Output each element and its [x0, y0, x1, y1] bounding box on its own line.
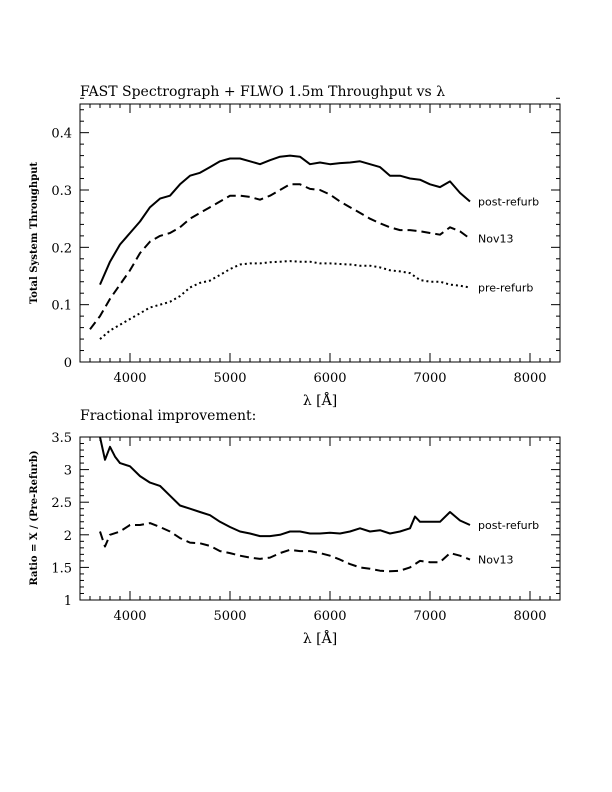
bottom-y-tick-label: 1	[64, 594, 72, 609]
top-series-line-post-refurb	[99, 154, 471, 286]
top-series-line-pre-refurb	[99, 260, 471, 340]
bottom-x-axis-label: λ [Å]	[303, 629, 337, 647]
bottom-y-tick-label: 2.5	[51, 496, 72, 511]
bottom-x-tick-label: 6000	[313, 609, 346, 624]
bottom-series-label: post-refurb	[478, 519, 539, 532]
bottom-y-tick-label: 1.5	[51, 561, 72, 576]
top-x-tick-label: 4000	[113, 371, 146, 386]
top-x-tick-label: 7000	[413, 371, 446, 386]
bottom-series-group: post-refurb Nov13	[99, 436, 539, 573]
top-series-label: post-refurb	[478, 195, 539, 208]
bottom-series-label: Nov13	[478, 554, 513, 567]
bottom-x-tick-label: 8000	[513, 609, 546, 624]
bottom-chart-title: Fractional improvement:	[80, 408, 256, 424]
bottom-y-tick-label: 2	[64, 529, 72, 544]
bottom-x-tick-label: 4000	[113, 609, 146, 624]
top-x-axis-label: λ [Å]	[303, 391, 337, 409]
bottom-panel: Fractional improvement: 4000 5000 6000 7000…	[29, 408, 561, 647]
top-x-tick-label: 5000	[213, 371, 246, 386]
top-series-group: post-refurb Nov13 pre-refurb	[89, 154, 539, 340]
top-series-label: pre-refurb	[478, 281, 533, 294]
bottom-x-tick-label: 5000	[213, 609, 246, 624]
top-y-tick-label: 0.4	[51, 127, 72, 142]
bottom-series-line-post-refurb	[99, 436, 471, 538]
top-y-tick-label: 0.3	[51, 184, 72, 199]
top-y-tick-label: 0.2	[51, 241, 72, 256]
top-y-tick-label: 0	[64, 356, 72, 371]
top-axis-ticks: 4000 5000 6000 7000 8000 0 0.1 0.2 0.3 0.4	[51, 97, 561, 386]
bottom-y-tick-label: 3	[64, 464, 72, 479]
top-series-line-nov13	[89, 183, 471, 330]
bottom-y-tick-label: 3.5	[51, 431, 72, 446]
top-x-tick-label: 8000	[513, 371, 546, 386]
bottom-y-axis-label: Ratio = X / (Pre-Refurb)	[29, 450, 40, 585]
top-x-tick-label: 6000	[313, 371, 346, 386]
top-chart-title: FAST Spectrograph + FLWO 1.5m Throughput…	[80, 84, 445, 100]
top-panel: FAST Spectrograph + FLWO 1.5m Throughput…	[29, 84, 561, 409]
bottom-x-tick-label: 7000	[413, 609, 446, 624]
bottom-axis-ticks: 4000 5000 6000 7000 8000 1 1.5 2 2.5 3 3.5	[51, 431, 561, 624]
top-series-label: Nov13	[478, 233, 513, 246]
top-y-tick-label: 0.1	[51, 299, 72, 314]
top-y-axis-label: Total System Throughput	[29, 162, 40, 304]
bottom-series-line-nov13	[99, 522, 471, 573]
